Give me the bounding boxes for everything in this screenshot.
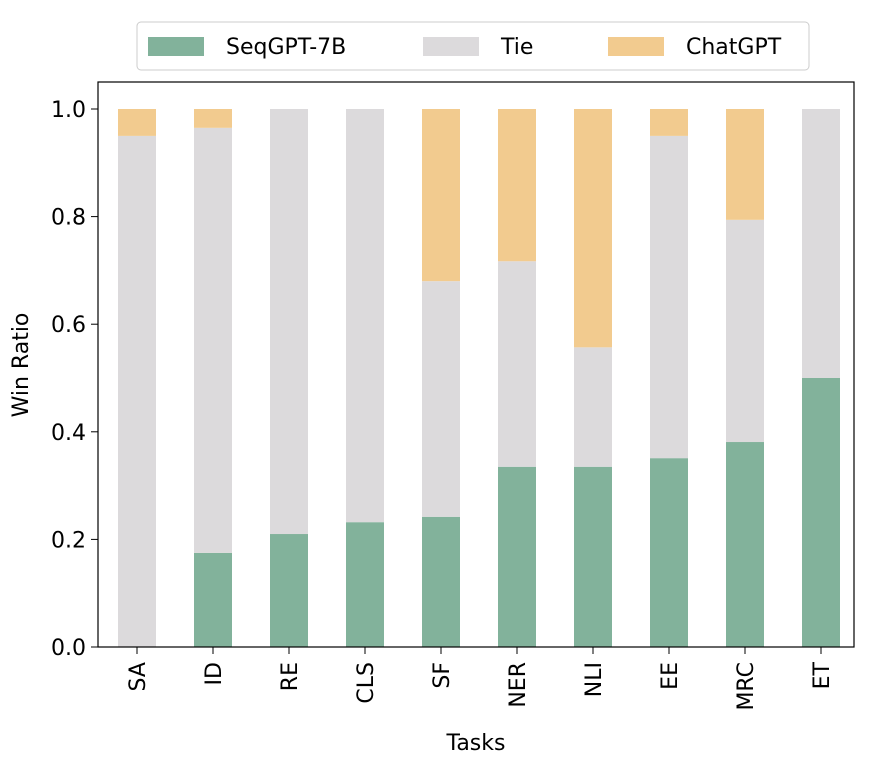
legend: SeqGPT-7B Tie ChatGPT xyxy=(136,21,810,71)
x-tick-label: SF xyxy=(430,662,455,689)
bar-nli-series-0 xyxy=(574,466,612,647)
y-tick-label: 0.6 xyxy=(51,313,86,338)
bar-sa-series-2 xyxy=(118,109,156,136)
x-tick-label: MRC xyxy=(734,662,759,711)
bar-cls-series-1 xyxy=(346,109,384,523)
bar-ee-series-0 xyxy=(650,458,688,647)
bar-et-series-1 xyxy=(802,109,840,378)
bar-ee-series-1 xyxy=(650,135,688,459)
y-tick-label: 0.2 xyxy=(51,528,86,553)
bar-mrc-series-1 xyxy=(726,219,764,443)
bar-id-series-1 xyxy=(194,127,232,553)
bars xyxy=(118,109,840,647)
bar-id-series-2 xyxy=(194,109,232,128)
legend-label: Tie xyxy=(500,35,533,60)
x-tick-label: ET xyxy=(810,661,835,689)
x-ticks: SA ID RE CLS SF NER NLI EE MRC ET xyxy=(126,647,835,711)
x-axis-label: Tasks xyxy=(446,731,506,756)
bar-sf-series-0 xyxy=(422,516,460,647)
x-tick-label: EE xyxy=(658,662,683,690)
x-tick-label: ID xyxy=(202,662,227,685)
x-tick-label: SA xyxy=(126,662,151,691)
legend-swatch xyxy=(423,37,479,56)
bar-nli-series-2 xyxy=(574,109,612,348)
y-axis-label: Win Ratio xyxy=(9,313,34,418)
bar-et-series-0 xyxy=(802,378,840,647)
plot-frame xyxy=(97,81,855,648)
bar-ner-series-2 xyxy=(498,109,536,262)
bar-ee-series-2 xyxy=(650,109,688,136)
bar-id-series-0 xyxy=(194,552,232,647)
bar-re-series-0 xyxy=(270,534,308,647)
legend-swatch xyxy=(608,37,664,56)
legend-swatch xyxy=(148,37,204,56)
bar-sa-series-1 xyxy=(118,135,156,647)
x-tick-label: NER xyxy=(506,662,531,708)
legend-label: ChatGPT xyxy=(686,35,782,60)
legend-label: SeqGPT-7B xyxy=(226,35,346,60)
bar-ner-series-1 xyxy=(498,261,536,467)
x-tick-label: CLS xyxy=(354,662,379,704)
bar-mrc-series-2 xyxy=(726,109,764,220)
bar-nli-series-1 xyxy=(574,347,612,467)
bar-cls-series-0 xyxy=(346,522,384,647)
x-tick-label: NLI xyxy=(582,662,607,697)
y-tick-label: 0.8 xyxy=(51,206,86,231)
x-tick-label: RE xyxy=(278,662,303,691)
y-tick-label: 0.4 xyxy=(51,421,86,446)
bar-ner-series-0 xyxy=(498,466,536,647)
bar-mrc-series-0 xyxy=(726,442,764,647)
bar-sf-series-1 xyxy=(422,281,460,517)
y-tick-label: 0.0 xyxy=(51,636,86,661)
y-tick-label: 1.0 xyxy=(51,98,86,123)
y-ticks: 0.0 0.2 0.4 0.6 0.8 1.0 xyxy=(51,98,98,661)
bar-re-series-1 xyxy=(270,109,308,535)
bar-sf-series-2 xyxy=(422,109,460,282)
